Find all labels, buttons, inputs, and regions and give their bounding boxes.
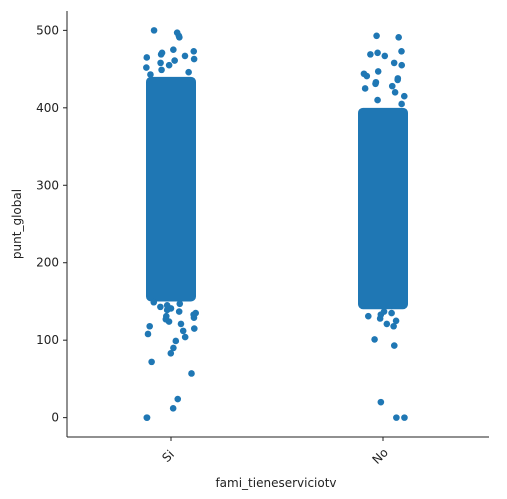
y-tick-label: 200: [36, 256, 59, 270]
data-point: [171, 57, 178, 64]
data-point: [398, 61, 406, 69]
data-point: [143, 414, 151, 421]
data-point: [360, 70, 368, 78]
data-point: [367, 51, 374, 58]
x-tick-label: Si: [159, 447, 177, 465]
data-point: [192, 309, 199, 317]
data-point: [394, 75, 402, 82]
data-point: [167, 350, 175, 357]
x-tick-label: No: [369, 445, 390, 466]
data-point: [392, 317, 400, 325]
y-tick-label: 0: [51, 411, 59, 425]
series-si: [143, 27, 199, 421]
data-point: [401, 414, 408, 421]
y-axis-ticks: 0 100 200 300 400 500: [36, 23, 67, 425]
data-point: [398, 100, 405, 108]
data-point: [175, 308, 183, 315]
data-point: [147, 71, 154, 78]
data-point: [188, 370, 195, 377]
data-point: [185, 68, 192, 76]
data-point: [383, 320, 391, 328]
data-point: [190, 47, 198, 55]
data-point: [170, 46, 177, 54]
data-point: [190, 55, 198, 63]
data-point: [361, 85, 369, 92]
y-tick-label: 100: [36, 333, 59, 347]
data-point: [169, 405, 177, 412]
data-point: [181, 52, 189, 60]
data-point: [374, 68, 382, 75]
data-point: [181, 333, 189, 341]
y-axis-label: punt_global: [10, 189, 24, 259]
data-point: [400, 92, 408, 100]
y-tick-label: 500: [36, 23, 59, 37]
data-point: [157, 303, 164, 311]
data-point: [390, 59, 398, 67]
data-point: [395, 34, 402, 41]
series-no: [358, 32, 408, 421]
data-point: [372, 78, 380, 86]
data-point: [398, 47, 405, 55]
data-point: [179, 327, 187, 335]
dense-points-si: [146, 76, 196, 302]
data-point: [390, 342, 398, 349]
data-point: [381, 52, 389, 60]
data-point: [364, 312, 372, 320]
data-point: [388, 309, 395, 317]
data-point: [390, 322, 397, 330]
data-point: [165, 61, 173, 69]
data-point: [158, 49, 166, 57]
data-point: [157, 59, 164, 67]
dense-points-no: [358, 107, 408, 310]
data-point: [374, 96, 381, 104]
data-point: [150, 298, 158, 306]
data-point: [173, 29, 181, 36]
data-point: [177, 320, 185, 328]
data-point: [391, 89, 399, 96]
data-point: [158, 66, 165, 74]
data-point: [146, 322, 153, 330]
points-layer: [143, 27, 408, 421]
x-axis-label: fami_tieneserviciotv: [215, 476, 336, 490]
data-point: [373, 32, 380, 40]
data-point: [374, 49, 381, 57]
data-point: [371, 336, 378, 343]
data-point: [143, 64, 150, 71]
data-point: [144, 330, 152, 338]
data-point: [172, 337, 180, 345]
data-point: [174, 395, 182, 403]
y-tick-label: 300: [36, 178, 59, 192]
data-point: [170, 344, 177, 352]
data-point: [163, 312, 170, 320]
y-tick-label: 400: [36, 101, 59, 115]
data-point: [190, 325, 198, 332]
data-point: [388, 82, 396, 90]
data-point: [163, 302, 171, 309]
data-point: [176, 300, 184, 308]
data-point: [148, 358, 155, 366]
data-point: [377, 398, 385, 406]
data-point: [143, 54, 151, 61]
x-axis-ticks: Si No: [159, 437, 391, 467]
data-point: [393, 414, 400, 421]
data-point: [380, 308, 388, 315]
data-point: [150, 27, 158, 34]
